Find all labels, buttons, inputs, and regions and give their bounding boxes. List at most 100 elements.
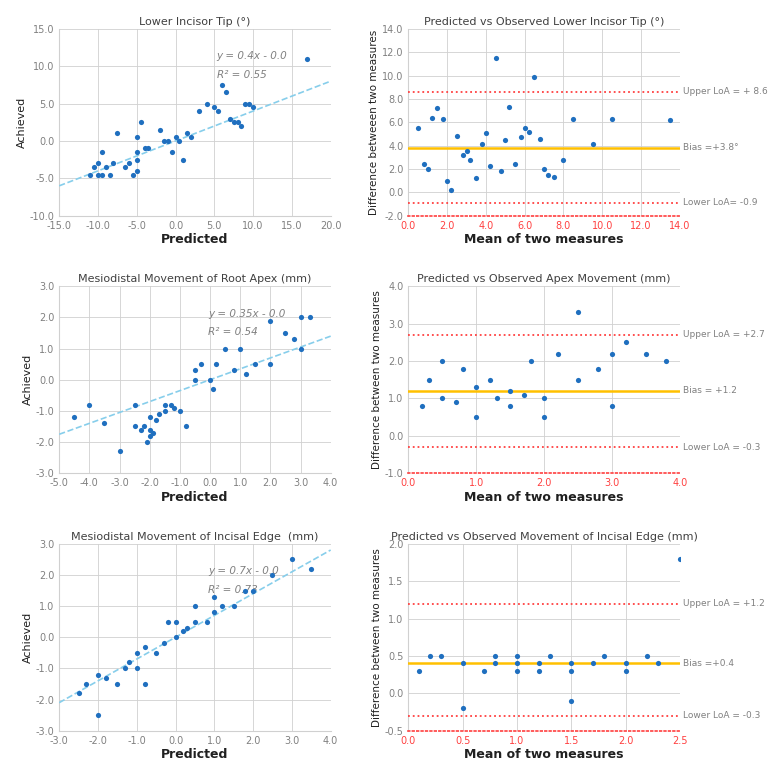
Point <box>169 631 182 643</box>
Point <box>150 414 162 426</box>
Point <box>484 373 496 386</box>
Title: Lower Incisor Tip (°): Lower Incisor Tip (°) <box>140 16 251 26</box>
Point <box>476 138 488 151</box>
Point <box>173 405 186 417</box>
Point <box>227 116 240 128</box>
Point <box>460 145 473 158</box>
Point <box>542 169 554 181</box>
Point <box>227 600 240 612</box>
Point <box>88 161 100 173</box>
Point <box>673 552 686 565</box>
Point <box>289 333 301 345</box>
Point <box>436 392 448 405</box>
Point <box>532 664 545 677</box>
Point <box>111 678 124 690</box>
X-axis label: Predicted: Predicted <box>162 233 229 247</box>
Point <box>619 664 632 677</box>
Point <box>517 388 530 401</box>
Point <box>434 650 447 662</box>
Point <box>83 398 96 411</box>
Text: Bias =+0.4: Bias =+0.4 <box>683 659 734 668</box>
Text: R² = 0.55: R² = 0.55 <box>216 70 267 80</box>
Point <box>592 363 604 375</box>
Point <box>158 135 170 147</box>
Title: Mesiodistal Movement of Incisal Edge  (mm): Mesiodistal Movement of Incisal Edge (mm… <box>71 531 318 541</box>
Point <box>130 647 143 659</box>
Point <box>572 373 584 386</box>
X-axis label: Mean of two measures: Mean of two measures <box>464 748 624 762</box>
Point <box>193 105 205 117</box>
Point <box>165 398 177 411</box>
Point <box>510 657 523 670</box>
Text: R² = 0.73: R² = 0.73 <box>209 585 258 595</box>
Point <box>586 138 599 151</box>
Point <box>212 105 224 117</box>
Point <box>154 124 166 136</box>
Point <box>470 172 482 184</box>
Point <box>189 364 201 377</box>
Text: y = 0.4x - 0.0: y = 0.4x - 0.0 <box>216 51 288 61</box>
X-axis label: Predicted: Predicted <box>162 491 229 504</box>
Point <box>100 671 112 684</box>
Point <box>162 615 174 628</box>
Point <box>484 159 496 172</box>
Point <box>510 664 523 677</box>
Point <box>130 165 143 177</box>
Point <box>499 134 512 146</box>
Point <box>267 569 279 581</box>
Point <box>208 101 220 114</box>
Point <box>606 347 619 359</box>
Point <box>223 112 236 124</box>
Point <box>619 336 632 349</box>
Point <box>264 314 277 327</box>
Point <box>534 132 546 145</box>
Point <box>489 52 502 65</box>
Point <box>216 79 228 91</box>
Point <box>80 678 93 690</box>
Point <box>504 400 517 412</box>
Point <box>92 668 104 681</box>
Y-axis label: Achieved: Achieved <box>23 612 33 663</box>
Point <box>239 97 252 110</box>
Point <box>279 327 292 339</box>
Point <box>98 417 111 429</box>
Title: Predicted vs Observed Lower Incisor Tip (°): Predicted vs Observed Lower Incisor Tip … <box>424 16 664 26</box>
Point <box>305 562 318 575</box>
Point <box>640 347 652 359</box>
Point <box>522 125 535 138</box>
Point <box>137 420 150 433</box>
Point <box>424 650 437 662</box>
Point <box>162 135 174 147</box>
Point <box>470 381 482 394</box>
Point <box>130 662 143 675</box>
Point <box>129 420 141 433</box>
Point <box>189 600 201 612</box>
Point <box>456 702 469 714</box>
Title: Predicted vs Observed Apex Movement (mm): Predicted vs Observed Apex Movement (mm) <box>417 274 671 284</box>
Point <box>247 101 260 114</box>
Point <box>478 664 491 677</box>
Point <box>597 650 610 662</box>
Text: Upper LoA = +2.7: Upper LoA = +2.7 <box>683 331 764 339</box>
Point <box>510 650 523 662</box>
Point <box>234 342 246 355</box>
Point <box>200 97 212 110</box>
Point <box>210 358 223 370</box>
Point <box>68 411 81 423</box>
Point <box>177 153 190 166</box>
Point <box>119 662 132 675</box>
Point <box>565 664 578 677</box>
Point <box>138 640 151 653</box>
Point <box>158 398 171 411</box>
Point <box>103 168 116 180</box>
Title: Mesiodistal Movement of Root Apex (mm): Mesiodistal Movement of Root Apex (mm) <box>78 274 311 284</box>
Point <box>243 97 256 110</box>
Point <box>449 396 462 408</box>
Point <box>231 116 244 128</box>
Point <box>416 400 428 412</box>
Point <box>294 342 307 355</box>
Text: Lower LoA = -0.3: Lower LoA = -0.3 <box>683 711 760 720</box>
Point <box>220 86 232 99</box>
Point <box>181 622 194 634</box>
Point <box>134 116 147 128</box>
